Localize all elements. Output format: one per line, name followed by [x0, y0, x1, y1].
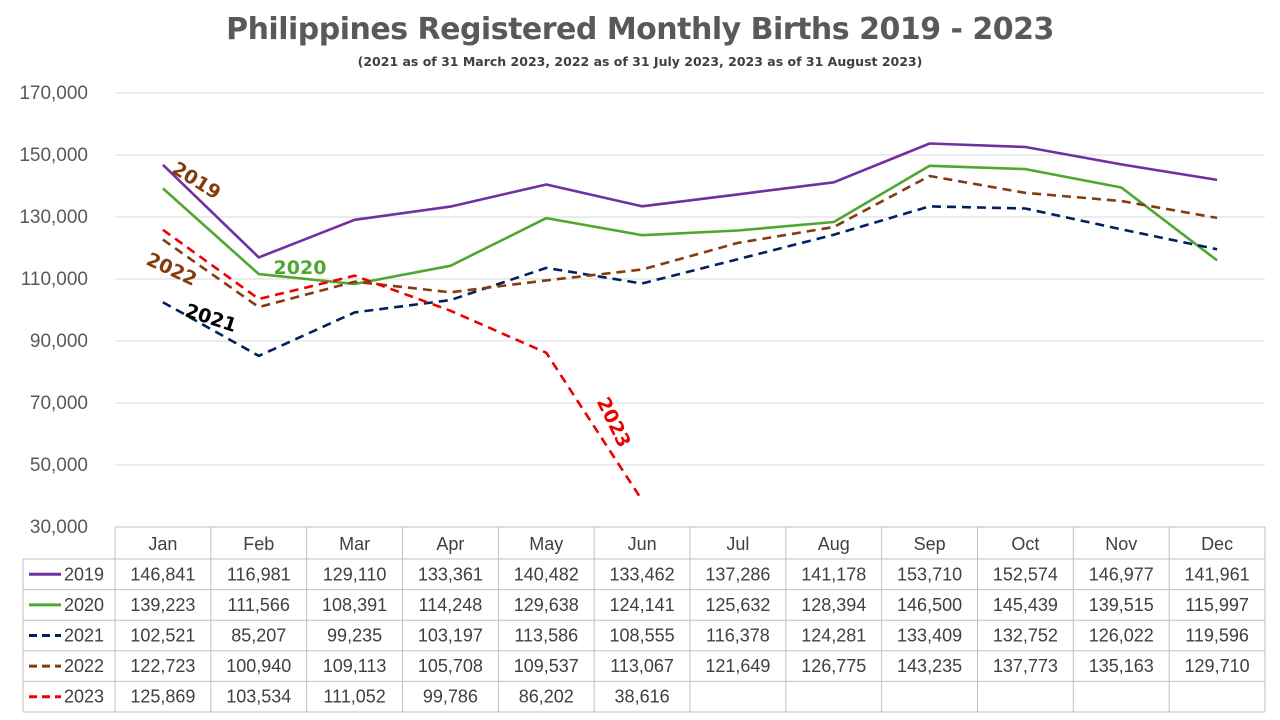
data-label: 122,723 — [130, 656, 195, 676]
y-tick-label: 130,000 — [19, 207, 88, 228]
data-label: 85,207 — [231, 626, 286, 646]
data-label: 125,869 — [130, 687, 195, 707]
data-label: 116,378 — [706, 626, 770, 646]
x-tick-label: Jan — [148, 534, 177, 554]
legend-label-2020: 2020 — [64, 595, 104, 615]
data-label: 105,708 — [418, 656, 483, 676]
x-tick-label: Apr — [436, 534, 464, 554]
chart-title: Philippines Registered Monthly Births 20… — [226, 12, 1054, 47]
data-label: 99,786 — [423, 687, 478, 707]
x-tick-label: Jun — [628, 534, 657, 554]
series-annotation-2020: 2020 — [274, 257, 327, 279]
x-tick-label: Dec — [1201, 534, 1233, 554]
series-annotation-2022: 2022 — [143, 248, 200, 290]
x-tick-label: Mar — [339, 534, 370, 554]
series-line-2020 — [162, 164, 1218, 286]
data-label: 133,462 — [610, 564, 675, 584]
legend-label-2019: 2019 — [64, 564, 104, 584]
data-label: 141,961 — [1185, 564, 1250, 584]
x-tick-label: Feb — [243, 534, 274, 554]
data-label: 119,596 — [1185, 626, 1249, 646]
legend-label-2023: 2023 — [64, 687, 104, 707]
series-line-2023 — [162, 228, 644, 502]
data-label: 132,752 — [993, 626, 1058, 646]
data-label: 114,248 — [419, 595, 483, 615]
data-label: 145,439 — [993, 595, 1058, 615]
data-label: 153,710 — [897, 564, 962, 584]
data-label: 137,773 — [993, 656, 1058, 676]
data-label: 141,178 — [801, 564, 866, 584]
y-tick-label: 150,000 — [19, 145, 88, 166]
data-label: 146,841 — [130, 564, 195, 584]
y-tick-label: 50,000 — [30, 455, 88, 476]
data-label: 133,361 — [418, 564, 483, 584]
data-label: 129,638 — [514, 595, 579, 615]
data-label: 125,632 — [705, 595, 770, 615]
series-line-2021 — [162, 205, 1218, 358]
y-tick-label: 170,000 — [19, 83, 88, 104]
data-label: 109,537 — [514, 656, 579, 676]
data-label: 133,409 — [897, 626, 962, 646]
y-tick-label: 110,000 — [21, 269, 88, 290]
data-label: 111,566 — [228, 595, 290, 615]
data-label: 103,197 — [418, 626, 483, 646]
series-annotation-2023: 2023 — [592, 394, 635, 451]
legend-label-2021: 2021 — [64, 626, 104, 646]
data-label: 116,981 — [227, 564, 291, 584]
data-label: 146,500 — [897, 595, 962, 615]
data-label: 99,235 — [327, 626, 382, 646]
data-label: 115,997 — [1185, 595, 1249, 615]
data-label: 108,555 — [610, 626, 675, 646]
data-label: 113,586 — [514, 626, 578, 646]
data-label: 108,391 — [322, 595, 387, 615]
data-label: 113,067 — [610, 656, 674, 676]
data-label: 128,394 — [801, 595, 866, 615]
data-label: 135,163 — [1089, 656, 1154, 676]
x-tick-label: Sep — [914, 534, 946, 554]
legend-label-2022: 2022 — [64, 656, 104, 676]
data-label: 38,616 — [615, 687, 670, 707]
data-label: 137,286 — [705, 564, 770, 584]
data-label: 143,235 — [897, 656, 962, 676]
y-tick-label: 30,000 — [30, 517, 88, 538]
series-annotation-2021: 2021 — [182, 300, 239, 337]
data-label: 86,202 — [519, 687, 574, 707]
data-label: 124,141 — [610, 595, 675, 615]
data-label: 146,977 — [1089, 564, 1154, 584]
chart-subtitle: (2021 as of 31 March 2023, 2022 as of 31… — [357, 54, 923, 69]
data-label: 102,521 — [130, 626, 195, 646]
y-tick-label: 70,000 — [30, 393, 88, 414]
data-label: 103,534 — [226, 687, 291, 707]
x-tick-label: Aug — [818, 534, 850, 554]
data-label: 111,052 — [323, 687, 385, 707]
data-label: 124,281 — [801, 626, 866, 646]
data-label: 129,110 — [323, 564, 387, 584]
x-tick-label: Oct — [1011, 534, 1039, 554]
data-label: 152,574 — [993, 564, 1058, 584]
x-tick-label: May — [529, 534, 563, 554]
data-label: 126,775 — [801, 656, 866, 676]
y-tick-label: 90,000 — [30, 331, 88, 352]
data-label: 139,223 — [130, 595, 195, 615]
data-label: 100,940 — [226, 656, 291, 676]
data-label: 126,022 — [1089, 626, 1154, 646]
data-label: 121,649 — [705, 656, 770, 676]
x-tick-label: Jul — [726, 534, 749, 554]
data-label: 140,482 — [514, 564, 579, 584]
data-label: 139,515 — [1089, 595, 1154, 615]
series-line-2019 — [161, 142, 1218, 259]
data-label: 109,113 — [323, 656, 387, 676]
series-line-2022 — [162, 174, 1218, 309]
data-label: 129,710 — [1185, 656, 1250, 676]
x-tick-label: Nov — [1105, 534, 1137, 554]
